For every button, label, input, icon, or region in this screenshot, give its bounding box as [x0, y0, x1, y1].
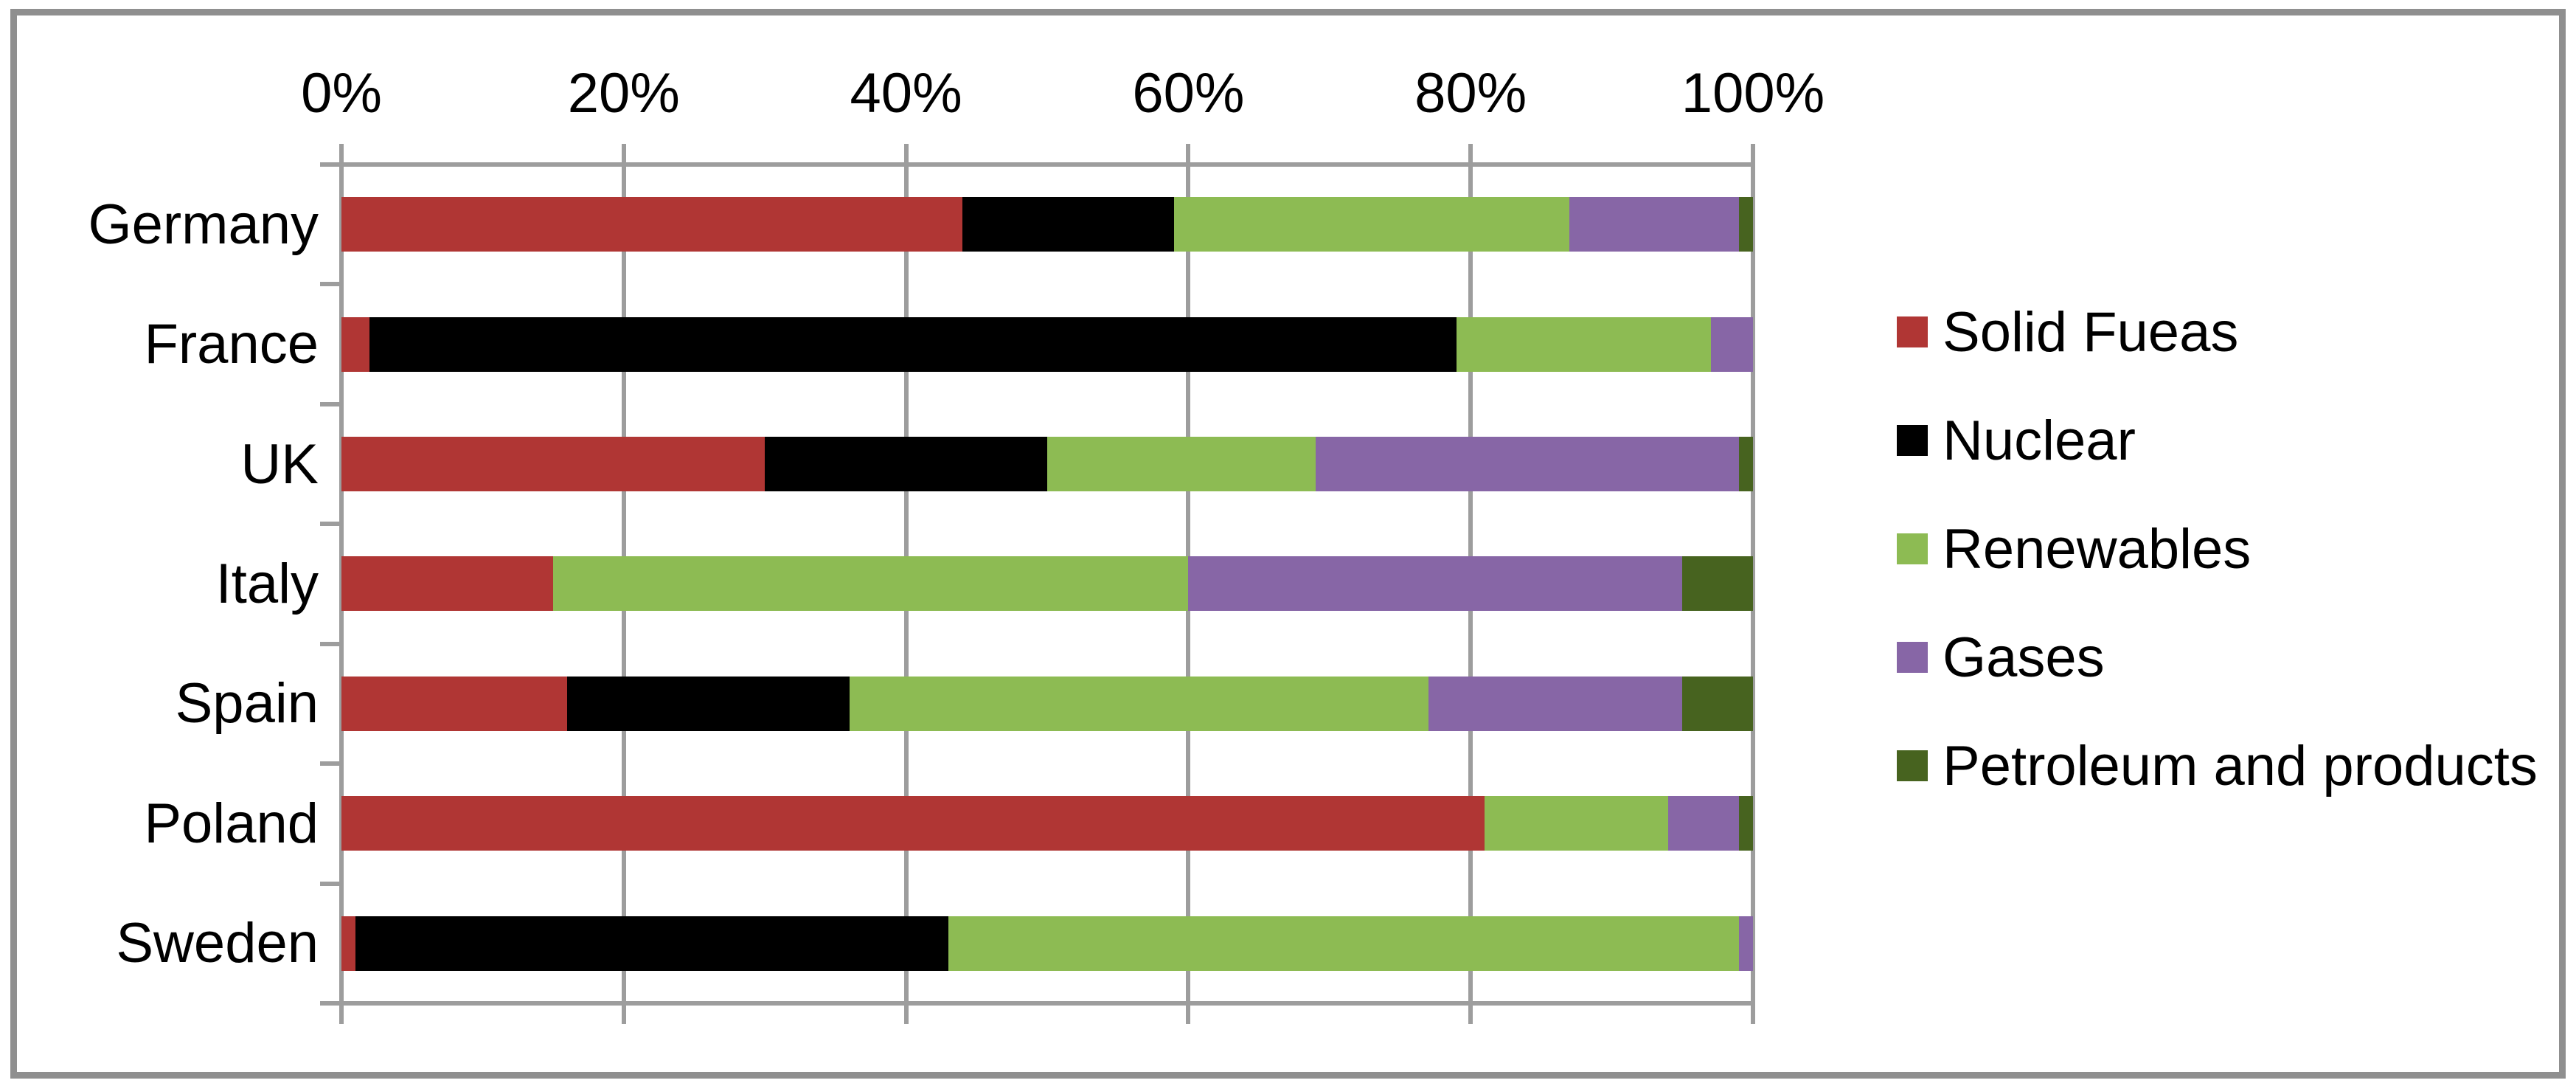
- bar-segment-renewables: [948, 916, 1739, 971]
- legend-swatch-icon: [1897, 533, 1928, 564]
- y-axis-tick: [320, 761, 341, 767]
- bar-rows: [341, 165, 1753, 1003]
- bar-segment-gases: [1188, 556, 1683, 612]
- bar-segment-petroleum-and-products: [1682, 556, 1753, 612]
- x-tick-label: 100%: [1681, 62, 1825, 125]
- bar-segment-solid-fueas: [341, 916, 356, 971]
- x-tick-label: 80%: [1414, 62, 1527, 125]
- plot-area: [320, 144, 1755, 1024]
- bar-row-uk: [341, 404, 1753, 524]
- bar-segment-renewables: [1174, 197, 1570, 252]
- stacked-bar-france: [341, 316, 1753, 372]
- bar-row-poland: [341, 764, 1753, 883]
- legend-label: Solid Fueas: [1943, 300, 2239, 364]
- y-axis-tick: [320, 282, 341, 287]
- bar-row-france: [341, 284, 1753, 404]
- legend-label: Nuclear: [1943, 409, 2136, 472]
- y-axis-tick: [320, 522, 341, 527]
- bar-segment-gases: [1668, 796, 1739, 851]
- stacked-bar-italy: [341, 556, 1753, 612]
- category-label-spain: Spain: [175, 672, 319, 736]
- y-axis-tick: [320, 881, 341, 886]
- bar-segment-petroleum-and-products: [1738, 197, 1753, 252]
- bar-segment-solid-fueas: [341, 316, 370, 372]
- legend-label: Petroleum and products: [1943, 734, 2538, 797]
- category-label-france: France: [144, 313, 319, 376]
- x-tick-label: 0%: [301, 62, 382, 125]
- legend-item-petroleum-and-products: Petroleum and products: [1897, 735, 2538, 797]
- x-tick-label: 60%: [1132, 62, 1245, 125]
- bar-segment-gases: [1738, 916, 1753, 971]
- legend-item-nuclear: Nuclear: [1897, 409, 2538, 472]
- y-axis-tick: [320, 162, 341, 167]
- legend-swatch-icon: [1897, 425, 1928, 456]
- stacked-bar-spain: [341, 676, 1753, 731]
- stacked-bar-poland: [341, 796, 1753, 851]
- bar-segment-solid-fueas: [341, 437, 765, 492]
- x-axis-line-bottom: [339, 1001, 1755, 1006]
- x-tick-label: 40%: [850, 62, 962, 125]
- stacked-bar-sweden: [341, 916, 1753, 971]
- bar-segment-renewables: [1457, 316, 1711, 372]
- bar-row-italy: [341, 524, 1753, 643]
- bar-segment-petroleum-and-products: [1738, 437, 1753, 492]
- bar-segment-nuclear: [765, 437, 1047, 492]
- x-axis-line-top: [339, 162, 1755, 167]
- y-axis-tick: [320, 641, 341, 646]
- bar-segment-nuclear: [369, 316, 1457, 372]
- bar-segment-nuclear: [567, 676, 850, 731]
- bar-segment-solid-fueas: [341, 556, 554, 612]
- category-label-italy: Italy: [215, 552, 319, 615]
- bar-segment-renewables: [1485, 796, 1669, 851]
- bar-segment-renewables: [1046, 437, 1316, 492]
- bar-row-germany: [341, 165, 1753, 284]
- legend-item-gases: Gases: [1897, 626, 2538, 689]
- legend: Solid Fueas Nuclear Renewables Gases Petrole…: [1897, 301, 2538, 797]
- category-label-sweden: Sweden: [116, 912, 319, 975]
- category-labels: Germany France UK Italy Spain Poland Sweden: [0, 165, 319, 1003]
- x-tick-label: 20%: [567, 62, 680, 125]
- bar-segment-nuclear: [355, 916, 948, 971]
- legend-swatch-icon: [1897, 642, 1928, 673]
- bar-segment-gases: [1315, 437, 1739, 492]
- stacked-bar-germany: [341, 197, 1753, 252]
- bar-segment-solid-fueas: [341, 796, 1485, 851]
- bar-segment-renewables: [553, 556, 1189, 612]
- bar-row-spain: [341, 644, 1753, 764]
- bar-segment-gases: [1428, 676, 1683, 731]
- y-axis-tick: [320, 1001, 341, 1006]
- bar-segment-solid-fueas: [341, 676, 568, 731]
- category-label-poland: Poland: [144, 792, 319, 855]
- stacked-bar-uk: [341, 437, 1753, 492]
- gridline-100%: [1751, 144, 1755, 1024]
- legend-swatch-icon: [1897, 316, 1928, 347]
- legend-label: Gases: [1943, 626, 2105, 689]
- legend-item-renewables: Renewables: [1897, 518, 2538, 581]
- category-label-germany: Germany: [88, 193, 319, 256]
- bar-row-sweden: [341, 884, 1753, 1003]
- bar-segment-nuclear: [962, 197, 1175, 252]
- bar-segment-solid-fueas: [341, 197, 963, 252]
- legend-label: Renewables: [1943, 517, 2252, 581]
- x-axis-tick-labels: 0% 20% 40% 60% 80% 100%: [301, 53, 1825, 134]
- category-label-uk: UK: [240, 432, 319, 496]
- bar-segment-gases: [1710, 316, 1753, 372]
- legend-swatch-icon: [1897, 750, 1928, 781]
- legend-item-solid-fueas: Solid Fueas: [1897, 301, 2538, 364]
- bar-segment-gases: [1569, 197, 1739, 252]
- bar-segment-renewables: [850, 676, 1428, 731]
- bar-segment-petroleum-and-products: [1682, 676, 1753, 731]
- bar-segment-petroleum-and-products: [1738, 796, 1753, 851]
- y-axis-tick: [320, 401, 341, 406]
